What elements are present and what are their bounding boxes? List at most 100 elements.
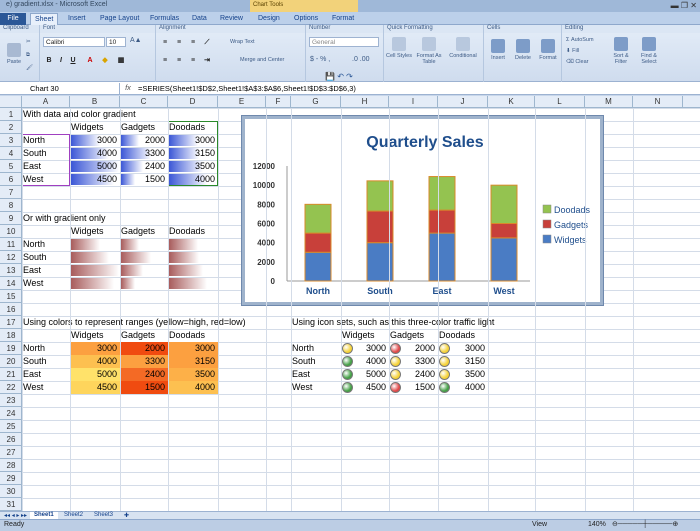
align-bottom-icon[interactable]: ≡	[190, 39, 196, 46]
orientation-icon[interactable]: ⟋	[204, 39, 210, 46]
fill-color-icon[interactable]: ◆	[102, 57, 108, 64]
fill-button[interactable]: ⬇ Fill	[566, 48, 580, 54]
row-header[interactable]: 7	[0, 186, 22, 199]
chart-quarterly-sales[interactable]: Quarterly Sales1200010000800060004000200…	[242, 116, 603, 305]
sheet-nav-arrows[interactable]: ◂◂ ◂ ▸ ▸▸	[4, 513, 28, 519]
sort-filter-button[interactable]: Sort & Filter	[608, 37, 634, 65]
align-left-icon[interactable]: ≡	[162, 57, 168, 64]
new-sheet-icon[interactable]: ✚	[124, 513, 130, 519]
currency-icon[interactable]: $ - % ,	[310, 56, 331, 63]
row-header[interactable]: 11	[0, 238, 22, 251]
format-cells-button[interactable]: Format	[536, 39, 560, 61]
row-header[interactable]: 10	[0, 225, 22, 238]
row-header[interactable]: 18	[0, 329, 22, 342]
row-header[interactable]: 19	[0, 342, 22, 355]
tab-design[interactable]: Design	[258, 15, 280, 22]
row-header[interactable]: 26	[0, 433, 22, 446]
font-color-icon[interactable]: A	[87, 57, 93, 64]
row-header[interactable]: 15	[0, 290, 22, 303]
row-header[interactable]: 27	[0, 446, 22, 459]
autosum-button[interactable]: Σ AutoSum	[566, 37, 594, 43]
delete-cells-button[interactable]: Delete	[511, 39, 535, 61]
copy-icon[interactable]: ⧉	[26, 52, 30, 58]
column-header-f[interactable]: F	[266, 96, 291, 108]
align-top-icon[interactable]: ≡	[162, 39, 168, 46]
row-header[interactable]: 2	[0, 121, 22, 134]
redo-icon[interactable]: ↷	[346, 72, 353, 81]
column-header-m[interactable]: M	[585, 96, 633, 108]
row-header[interactable]: 17	[0, 316, 22, 329]
row-header[interactable]: 14	[0, 277, 22, 290]
column-header-a[interactable]: A	[22, 96, 70, 108]
save-icon[interactable]: 💾	[325, 72, 335, 81]
tab-review[interactable]: Review	[220, 15, 243, 22]
row-header[interactable]: 5	[0, 160, 22, 173]
sheet-tab-sheet3[interactable]: Sheet3	[94, 512, 114, 518]
column-header-l[interactable]: L	[535, 96, 585, 108]
column-header-k[interactable]: K	[488, 96, 535, 108]
row-header[interactable]: 24	[0, 407, 22, 420]
sheet-tab-sheet2[interactable]: Sheet2	[64, 512, 84, 518]
select-all-corner[interactable]	[0, 96, 22, 108]
align-center-icon[interactable]: ≡	[176, 57, 182, 64]
row-header[interactable]: 31	[0, 498, 22, 511]
row-header[interactable]: 28	[0, 459, 22, 472]
paste-button[interactable]: Paste	[4, 43, 24, 65]
tab-file[interactable]: File	[0, 13, 26, 25]
conditional-button[interactable]: Conditional	[446, 37, 480, 59]
row-header[interactable]: 6	[0, 173, 22, 186]
wrap-text-button[interactable]: Wrap Text	[230, 39, 255, 45]
decimal-icon[interactable]: .0 .00	[352, 56, 370, 63]
window-controls[interactable]: ▬ ❐ ✕	[670, 1, 697, 10]
column-header-n[interactable]: N	[633, 96, 683, 108]
cut-icon[interactable]: ✂	[26, 39, 31, 45]
borders-icon[interactable]: ▦	[117, 57, 125, 64]
zoom-level[interactable]: 140%	[588, 521, 606, 528]
cell-styles-button[interactable]: Cell Styles	[386, 37, 412, 59]
number-format-dropdown[interactable]: General	[309, 37, 379, 47]
row-header[interactable]: 23	[0, 394, 22, 407]
row-header[interactable]: 20	[0, 355, 22, 368]
tab-options[interactable]: Options	[294, 15, 319, 22]
row-header[interactable]: 4	[0, 147, 22, 160]
column-header-b[interactable]: B	[70, 96, 120, 108]
undo-icon[interactable]: ↶	[337, 72, 344, 81]
column-header-h[interactable]: H	[341, 96, 389, 108]
row-header[interactable]: 22	[0, 381, 22, 394]
tab-sheet[interactable]: Sheet	[30, 13, 59, 25]
italic-button[interactable]: I	[60, 57, 62, 64]
formula-input[interactable]: =SERIES(Sheet1!$D$2,Sheet1!$A$3:$A$6,She…	[138, 84, 356, 93]
clear-button[interactable]: ⌫ Clear	[566, 59, 589, 65]
view-menu[interactable]: View	[532, 521, 548, 528]
insert-function-icon[interactable]: fx	[125, 83, 131, 92]
column-header-d[interactable]: D	[168, 96, 218, 108]
row-header[interactable]: 21	[0, 368, 22, 381]
merge-center-button[interactable]: Merge and Center	[240, 57, 285, 63]
bold-button[interactable]: B	[46, 57, 52, 64]
sheet-tab-sheet1[interactable]: Sheet1	[30, 512, 58, 520]
row-header[interactable]: 16	[0, 303, 22, 316]
font-name-dropdown[interactable]: Calibri	[43, 37, 105, 47]
row-header[interactable]: 1	[0, 108, 22, 121]
insert-cells-button[interactable]: Insert	[486, 39, 510, 61]
underline-button[interactable]: U	[70, 57, 76, 64]
column-header-g[interactable]: G	[291, 96, 341, 108]
find-select-button[interactable]: Find & Select	[636, 37, 662, 65]
column-header-j[interactable]: J	[438, 96, 488, 108]
align-middle-icon[interactable]: ≡	[176, 39, 182, 46]
column-header-e[interactable]: E	[218, 96, 266, 108]
name-box[interactable]: Chart 30	[0, 83, 120, 95]
row-header[interactable]: 8	[0, 199, 22, 212]
format-painter-icon[interactable]: 🖌	[26, 65, 33, 71]
zoom-slider[interactable]: ⊖─────┼─────⊕	[612, 521, 679, 528]
column-header-c[interactable]: C	[120, 96, 168, 108]
tab-formulas[interactable]: Formulas	[150, 15, 180, 22]
tab-data[interactable]: Data	[192, 15, 207, 22]
indent-icon[interactable]: ⇥	[204, 57, 210, 64]
row-header[interactable]: 25	[0, 420, 22, 433]
grow-font-icon[interactable]: A▲	[130, 37, 142, 44]
tab-page-layout[interactable]: Page Layout	[100, 15, 140, 22]
align-right-icon[interactable]: ≡	[190, 57, 196, 64]
format-as-table-button[interactable]: Format As Table	[414, 37, 444, 65]
font-size-dropdown[interactable]: 10	[106, 37, 126, 47]
